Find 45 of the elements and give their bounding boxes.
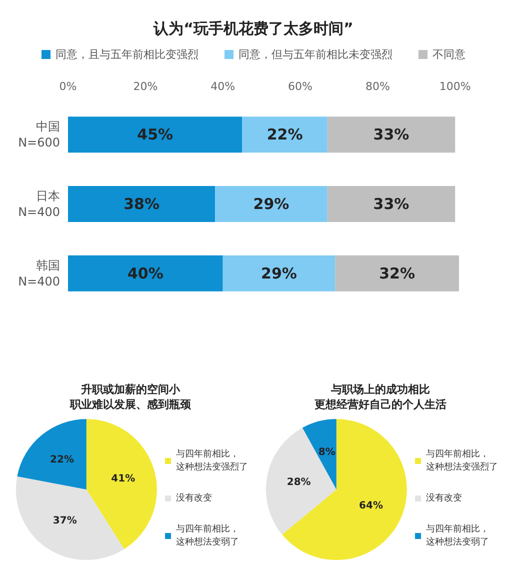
data-label: 37% bbox=[52, 516, 77, 527]
legend-label: 同意，且与五年前相比变强烈 bbox=[56, 48, 198, 61]
data-label: 8% bbox=[318, 447, 336, 458]
legend-label: 同意，但与五年前相比未变强烈 bbox=[238, 48, 392, 61]
chart-title: 认为“玩手机花费了太多时间” bbox=[152, 20, 354, 38]
bar bbox=[68, 116, 242, 153]
legend-label: 不同意 bbox=[432, 48, 466, 61]
legend-label: 与四年前相比，这种想法变弱了 bbox=[426, 524, 489, 548]
y-tick-label: 中国 N=600 bbox=[18, 120, 60, 150]
bar bbox=[242, 116, 328, 153]
x-tick-label: 40% bbox=[210, 80, 236, 93]
chart-title: 与职场上的成功相比更想经营好自己的个人生活 bbox=[314, 383, 446, 411]
data-label: 41% bbox=[111, 473, 136, 484]
bar bbox=[327, 116, 456, 153]
data-label: 22% bbox=[266, 126, 303, 144]
x-tick-label: 0% bbox=[59, 80, 77, 93]
bar bbox=[222, 255, 336, 292]
legend-label: 与四年前相比，这种想法变强烈了 bbox=[426, 448, 498, 472]
x-tick-label: 100% bbox=[439, 80, 471, 93]
y-tick-label: 韩国 N=400 bbox=[18, 258, 60, 288]
x-tick-label: 60% bbox=[288, 80, 313, 93]
data-label: 32% bbox=[379, 264, 416, 282]
data-label: 40% bbox=[127, 264, 164, 282]
legend-label: 与四年前相比，这种想法变弱了 bbox=[176, 524, 239, 548]
bar bbox=[335, 255, 459, 292]
bar bbox=[68, 186, 216, 222]
data-label: 33% bbox=[373, 195, 410, 213]
data-label: 45% bbox=[137, 126, 174, 144]
data-label: 28% bbox=[286, 476, 311, 488]
data-label: 22% bbox=[50, 454, 74, 466]
bar bbox=[68, 255, 223, 292]
bar bbox=[215, 186, 328, 222]
data-label: 29% bbox=[253, 195, 290, 213]
bar bbox=[327, 186, 456, 222]
legend-label: 没有改变 bbox=[176, 492, 212, 504]
data-label: 64% bbox=[359, 500, 383, 512]
x-tick-label: 80% bbox=[365, 80, 390, 93]
y-tick-label: 日本 N=400 bbox=[18, 189, 60, 219]
data-label: 38% bbox=[124, 195, 160, 213]
data-label: 33% bbox=[373, 126, 410, 144]
legend-label: 没有改变 bbox=[426, 492, 462, 504]
data-label: 29% bbox=[261, 264, 297, 282]
chart-title: 升职或加薪的空间小职业难以发展、感到瓶颈 bbox=[69, 383, 192, 411]
x-tick-label: 20% bbox=[133, 80, 158, 93]
legend-label: 与四年前相比，这种想法变强烈了 bbox=[176, 448, 248, 472]
